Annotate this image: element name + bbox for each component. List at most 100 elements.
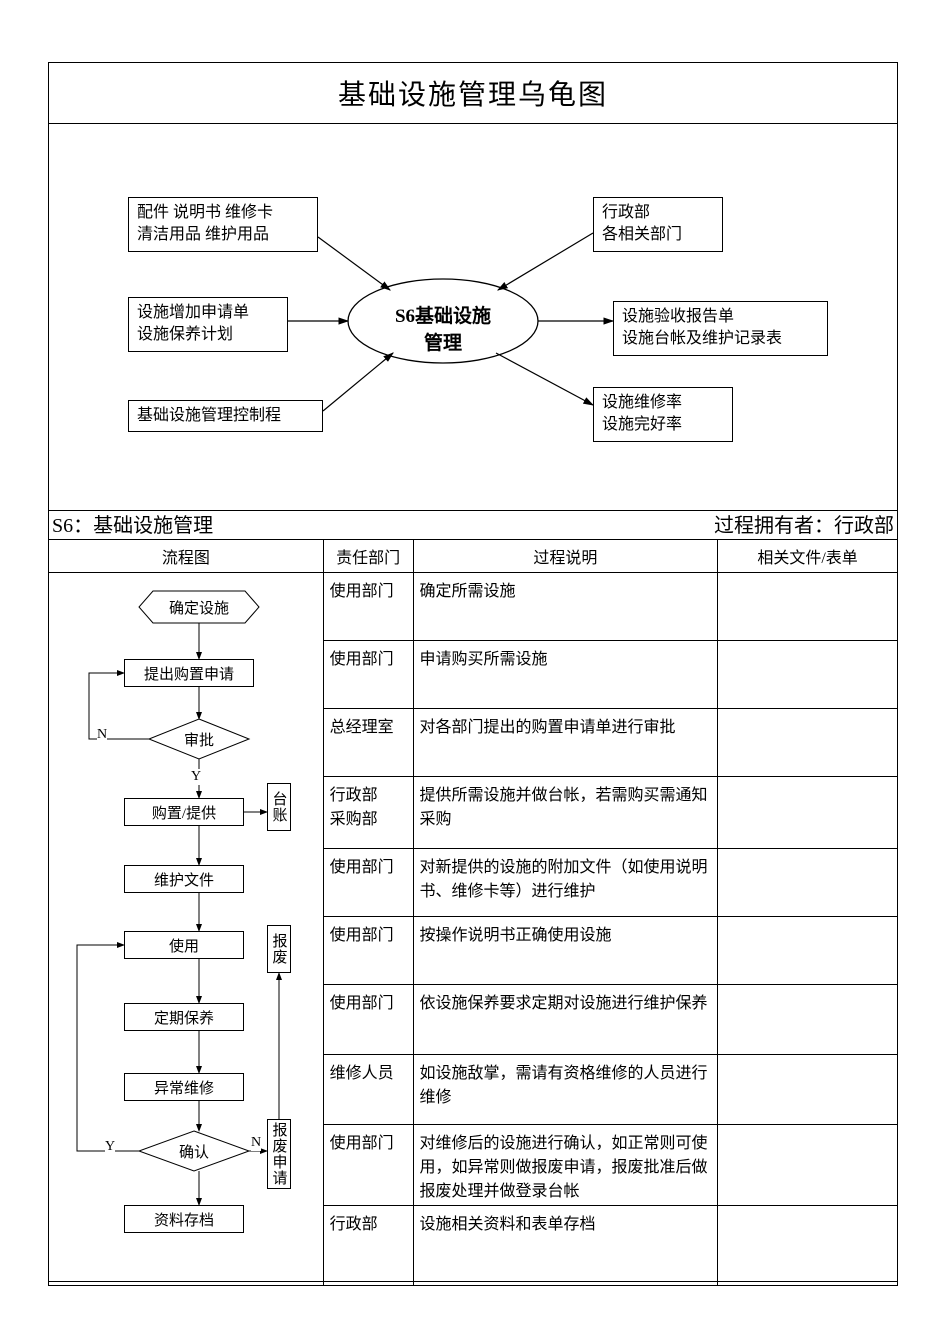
flow-node-n8: 异常维修	[124, 1073, 244, 1101]
flow-node-n2: 提出购置申请	[124, 659, 254, 687]
turtle-box-top_left: 配件 说明书 维修卡清洁用品 维护用品	[128, 197, 318, 252]
flow-node-n6b: 报废	[267, 925, 291, 973]
th-desc: 过程说明	[413, 540, 718, 573]
subtitle-right: 过程拥有者：行政部	[714, 509, 894, 538]
flow-node-label: 报废申请	[269, 1122, 290, 1186]
page: 基础设施管理乌龟图 S6基础设施 管理 配件 说明书 维修卡清洁用品 维护用品行…	[0, 0, 945, 1337]
turtle-box-line: 行政部	[602, 202, 714, 224]
turtle-box-line: 配件 说明书 维修卡	[137, 202, 309, 224]
flow-node-n5: 维护文件	[124, 865, 244, 893]
table-row: 确定设施提出购置申请审批购置/提供台账维护文件使用报废定期保养异常维修确认报废申…	[49, 573, 898, 641]
cell-dept: 使用部门	[323, 641, 413, 709]
page-title: 基础设施管理乌龟图	[48, 62, 898, 124]
flow-node-n1: 确定设施	[139, 591, 259, 623]
table-header-row: 流程图 责任部门 过程说明 相关文件/表单	[49, 540, 898, 573]
cell-docs	[718, 1206, 898, 1286]
cell-desc: 提供所需设施并做台帐，若需购买需通知采购	[413, 777, 718, 849]
flow-node-n9: 确认	[139, 1131, 249, 1171]
turtle-box-line: 设施维修率	[602, 392, 724, 414]
flow-node-label: 审批	[184, 729, 214, 750]
flow-node-label: 台账	[269, 791, 290, 823]
cell-desc: 对各部门提出的购置申请单进行审批	[413, 709, 718, 777]
flow-node-n4b: 台账	[267, 783, 291, 831]
turtle-arrow	[318, 237, 390, 290]
turtle-box-line: 清洁用品 维护用品	[137, 224, 309, 246]
cell-desc: 如设施敌掌，需请有资格维修的人员进行维修	[413, 1055, 718, 1125]
turtle-box-bot_left: 基础设施管理控制程	[128, 400, 323, 432]
cell-dept: 维修人员	[323, 1055, 413, 1125]
cell-docs	[718, 849, 898, 917]
cell-docs	[718, 985, 898, 1055]
flow-branch-label: N	[97, 727, 107, 743]
cell-docs	[718, 1055, 898, 1125]
cell-desc: 确定所需设施	[413, 573, 718, 641]
subtitle-row: S6：基础设施管理 过程拥有者：行政部	[48, 510, 898, 540]
cell-dept: 使用部门	[323, 917, 413, 985]
cell-docs	[718, 777, 898, 849]
flow-node-n10: 资料存档	[124, 1205, 244, 1233]
flow-node-n4: 购置/提供	[124, 798, 244, 826]
flow-node-label: 确定设施	[169, 597, 229, 618]
turtle-box-mid_right: 设施验收报告单设施台帐及维护记录表	[613, 301, 828, 356]
flow-branch-label: Y	[191, 769, 201, 785]
cell-desc: 对维修后的设施进行确认，如正常则可使用，如异常则做报废申请，报废批准后做报废处理…	[413, 1125, 718, 1206]
cell-dept: 使用部门	[323, 849, 413, 917]
flow-cell: 确定设施提出购置申请审批购置/提供 台账维护文件使用 报废定期保养异常维修确认 报废申…	[49, 573, 324, 1286]
turtle-box-line: 各相关部门	[602, 224, 714, 246]
flow-node-label: 使用	[169, 935, 199, 956]
turtle-center-label: S6基础设施 管理	[363, 301, 523, 355]
cell-docs	[718, 573, 898, 641]
flow-node-label: 资料存档	[154, 1209, 214, 1230]
flow-node-label: 维护文件	[154, 869, 214, 890]
turtle-box-bot_right: 设施维修率设施完好率	[593, 387, 733, 442]
cell-desc: 依设施保养要求定期对设施进行维护保养	[413, 985, 718, 1055]
turtle-box-line: 设施验收报告单	[622, 306, 819, 328]
flow-node-n7: 定期保养	[124, 1003, 244, 1031]
cell-dept: 使用部门	[323, 985, 413, 1055]
cell-dept: 行政部 采购部	[323, 777, 413, 849]
cell-desc: 申请购买所需设施	[413, 641, 718, 709]
turtle-box-mid_left: 设施增加申请单设施保养计划	[128, 297, 288, 352]
turtle-arrow	[498, 233, 593, 290]
cell-desc: 对新提供的设施的附加文件（如使用说明书、维修卡等）进行维护	[413, 849, 718, 917]
flow-node-n6: 使用	[124, 931, 244, 959]
th-docs: 相关文件/表单	[718, 540, 898, 573]
flow-edge	[77, 945, 139, 1151]
turtle-box-line: 设施完好率	[602, 414, 724, 436]
cell-docs	[718, 641, 898, 709]
cell-dept: 使用部门	[323, 1125, 413, 1206]
cell-dept: 行政部	[323, 1206, 413, 1286]
flow-node-n3: 审批	[149, 719, 249, 759]
turtle-arrow	[323, 353, 393, 411]
center-line1: S6基础设施	[363, 301, 523, 328]
flow-node-label: 报废	[269, 933, 290, 965]
flow-node-n9b: 报废申请	[267, 1119, 291, 1189]
cell-desc: 设施相关资料和表单存档	[413, 1206, 718, 1286]
cell-docs	[718, 917, 898, 985]
center-line2: 管理	[363, 328, 523, 355]
cell-dept: 使用部门	[323, 573, 413, 641]
turtle-box-line: 设施台帐及维护记录表	[622, 328, 819, 350]
turtle-box-top_right: 行政部各相关部门	[593, 197, 723, 252]
flow-branch-label: N	[251, 1135, 261, 1151]
flow-node-label: 提出购置申请	[144, 663, 234, 684]
subtitle-left: S6：基础设施管理	[52, 509, 213, 538]
cell-desc: 按操作说明书正确使用设施	[413, 917, 718, 985]
turtle-box-line: 设施保养计划	[137, 324, 279, 346]
cell-docs	[718, 1125, 898, 1206]
th-dept: 责任部门	[323, 540, 413, 573]
turtle-box-line: 基础设施管理控制程	[137, 405, 314, 427]
turtle-arrow	[496, 353, 593, 405]
flow-node-label: 购置/提供	[152, 802, 216, 823]
flow-node-label: 确认	[179, 1141, 209, 1162]
flow-node-label: 定期保养	[154, 1007, 214, 1028]
turtle-box-line: 设施增加申请单	[137, 302, 279, 324]
flow-node-label: 异常维修	[154, 1077, 214, 1098]
turtle-diagram: S6基础设施 管理 配件 说明书 维修卡清洁用品 维护用品 行政部各相关部门设施增…	[48, 125, 898, 510]
process-table: 流程图 责任部门 过程说明 相关文件/表单 确定设施提出购置申请审批购置/提供 台…	[48, 540, 898, 1286]
flow-branch-label: Y	[105, 1139, 115, 1155]
title-text: 基础设施管理乌龟图	[338, 73, 608, 113]
cell-dept: 总经理室	[323, 709, 413, 777]
cell-docs	[718, 709, 898, 777]
th-flow: 流程图	[49, 540, 324, 573]
